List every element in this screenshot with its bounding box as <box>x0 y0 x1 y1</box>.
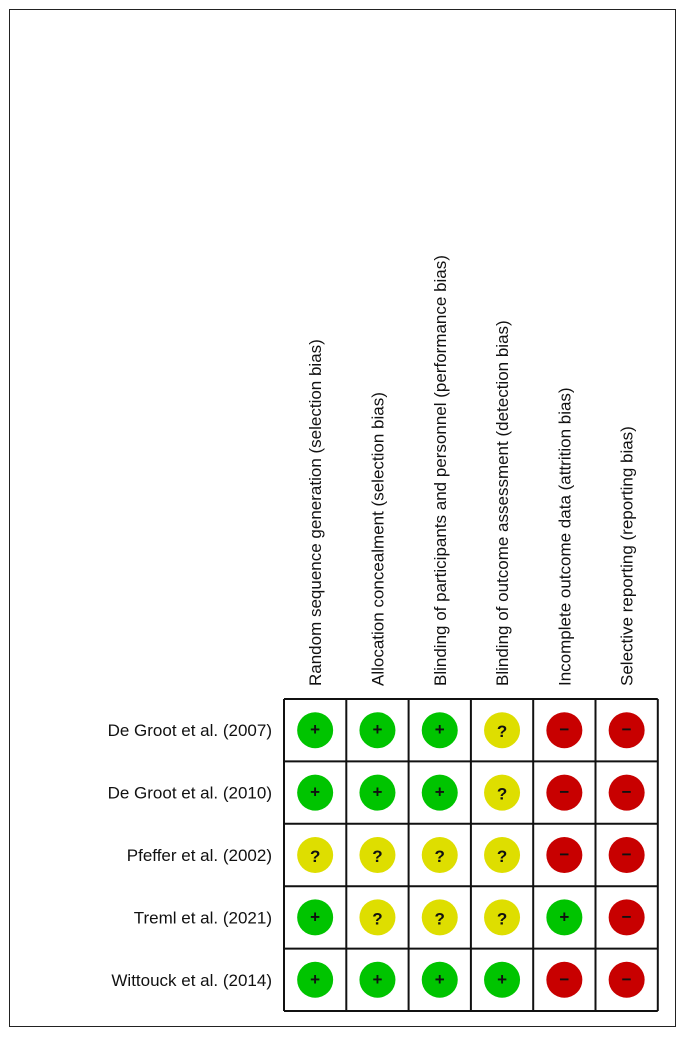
rating-low-icon <box>297 899 334 936</box>
column-header: Selective reporting (reporting bias) <box>618 426 637 686</box>
rating-low-icon <box>421 712 458 749</box>
rating-symbol: + <box>435 970 445 989</box>
rating-symbol: ? <box>372 909 382 928</box>
column-header: Blinding of outcome assessment (detectio… <box>493 320 512 686</box>
rating-unclear-icon <box>484 774 521 811</box>
rating-high-icon <box>546 774 583 811</box>
rating-symbol: + <box>310 783 320 802</box>
row-label: De Groot et al. (2010) <box>108 784 272 803</box>
row-label: Pfeffer et al. (2002) <box>127 846 272 865</box>
rating-low-icon <box>421 774 458 811</box>
rating-low-icon <box>297 712 334 749</box>
rating-symbol: + <box>372 783 382 802</box>
rating-high-icon <box>608 774 645 811</box>
rating-symbol: ? <box>497 847 507 866</box>
rating-high-icon <box>546 837 583 873</box>
rating-low-icon <box>359 712 396 749</box>
rating-symbol: ? <box>372 847 382 866</box>
column-header: Incomplete outcome data (attrition bias) <box>555 387 574 686</box>
rating-unclear-icon <box>421 899 458 936</box>
rating-symbol: + <box>372 970 382 989</box>
rating-unclear-icon <box>484 899 521 936</box>
rating-high-icon <box>608 899 645 936</box>
column-header: Random sequence generation (selection bi… <box>306 339 325 686</box>
rating-low-icon <box>359 774 396 811</box>
rating-symbol: ? <box>497 722 507 741</box>
rating-symbol: − <box>622 970 632 989</box>
rating-low-icon <box>297 961 334 998</box>
rating-symbol: + <box>310 907 320 926</box>
figure-frame <box>9 9 676 1027</box>
rating-symbol: ? <box>435 909 445 928</box>
rating-low-icon <box>484 961 521 998</box>
rating-symbol: + <box>559 907 569 926</box>
rating-low-icon <box>546 899 583 936</box>
rating-unclear-icon <box>484 712 521 749</box>
rating-symbol: − <box>622 845 632 864</box>
rating-symbol: − <box>559 845 569 864</box>
rating-unclear-icon <box>484 837 521 873</box>
rating-high-icon <box>546 712 583 749</box>
rating-symbol: − <box>622 783 632 802</box>
rating-symbol: ? <box>497 785 507 804</box>
row-label: Treml et al. (2021) <box>134 908 272 927</box>
rating-symbol: + <box>372 720 382 739</box>
rating-symbol: ? <box>435 847 445 866</box>
rating-symbol: − <box>559 720 569 739</box>
rating-high-icon <box>608 712 645 749</box>
rating-low-icon <box>421 961 458 998</box>
rating-symbol: − <box>622 720 632 739</box>
rating-symbol: ? <box>310 847 320 866</box>
rating-low-icon <box>359 961 396 998</box>
rating-high-icon <box>546 961 583 998</box>
row-label: Wittouck et al. (2014) <box>111 971 272 990</box>
row-label: De Groot et al. (2007) <box>108 721 272 740</box>
rating-unclear-icon <box>359 899 396 936</box>
column-header: Blinding of participants and personnel (… <box>431 255 450 686</box>
column-header: Allocation concealment (selection bias) <box>368 392 387 686</box>
rating-unclear-icon <box>359 837 396 873</box>
rating-low-icon <box>297 774 334 811</box>
rating-high-icon <box>608 961 645 998</box>
rating-symbol: + <box>497 970 507 989</box>
rating-symbol: − <box>559 970 569 989</box>
rating-symbol: + <box>435 783 445 802</box>
rating-symbol: − <box>559 783 569 802</box>
rating-symbol: − <box>622 907 632 926</box>
rating-symbol: ? <box>497 909 507 928</box>
rating-high-icon <box>608 837 645 873</box>
rating-symbol: + <box>310 720 320 739</box>
rating-symbol: + <box>310 970 320 989</box>
rating-symbol: + <box>435 720 445 739</box>
rating-unclear-icon <box>421 837 458 873</box>
rating-unclear-icon <box>297 837 334 873</box>
